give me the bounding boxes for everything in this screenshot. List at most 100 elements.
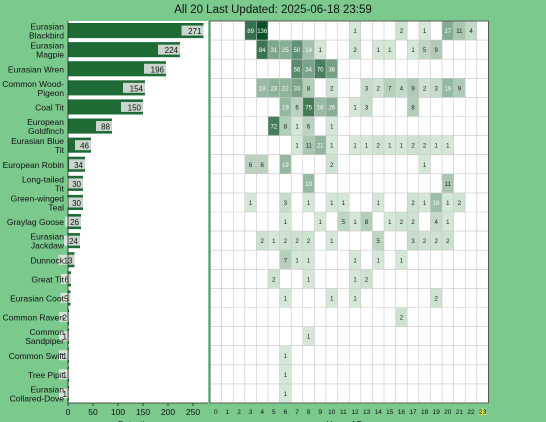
heatmap-cell <box>360 135 373 155</box>
hour-tick-label: 9 <box>318 409 322 416</box>
bar-value-bg <box>144 63 166 74</box>
species-label: Magpie <box>36 50 64 60</box>
heatmap-cell-label: 1 <box>377 48 381 54</box>
heatmap-cell-label: 1 <box>330 239 334 245</box>
species-label: Common Raven <box>3 313 65 323</box>
heatmap-cell <box>349 288 361 308</box>
heatmap-cell <box>326 288 338 308</box>
hour-tick-label: 15 <box>386 409 394 416</box>
heatmap-cell-label: 5 <box>423 48 427 54</box>
bar-value-bg <box>59 369 69 380</box>
heatmap-cell-label: 19 <box>444 86 451 92</box>
heatmap-cell-label: 136 <box>257 29 268 35</box>
heatmap-cell-label: 2 <box>377 86 381 92</box>
heatmap-cell-label: 19 <box>305 182 312 188</box>
heatmap-cell <box>302 40 315 60</box>
heatmap-cell <box>407 40 419 60</box>
heatmap-cell <box>291 231 303 251</box>
heatmap-cell-label: 6 <box>249 163 253 169</box>
heatmap-cell <box>337 212 350 232</box>
heatmap-cell <box>395 212 408 232</box>
heatmap-cell <box>430 135 442 155</box>
heatmap-cell <box>465 21 477 41</box>
species-label: Teal <box>48 202 64 212</box>
heatmap-cell-label: 3 <box>435 86 439 92</box>
heatmap-cell-label: 1 <box>284 220 288 226</box>
heatmap-cell-label: 34 <box>305 67 312 73</box>
heatmap-cell <box>372 231 384 251</box>
heatmap-cell-label: 2 <box>400 29 404 35</box>
heatmap-cell <box>302 326 315 346</box>
heatmap-cell-label: 2 <box>423 239 427 245</box>
heatmap-cell <box>372 78 384 98</box>
heatmap-cell <box>418 231 431 251</box>
heatmap-cell <box>407 192 419 212</box>
heatmap-cell <box>291 250 303 270</box>
heatmap-cell <box>268 78 280 98</box>
hour-tick-label: 18 <box>421 409 429 416</box>
heatmap-cell-label: 1 <box>388 48 392 54</box>
heatmap-cell <box>302 269 315 289</box>
page-title: All 20 Last Updated: 2025-06-18 23:59 <box>174 4 372 16</box>
heatmap-cell-label: 11 <box>305 144 312 150</box>
heatmap-cell-label: 3 <box>411 239 415 245</box>
heatmap-cell-label: 2 <box>330 86 334 92</box>
heatmap-cell-label: 2 <box>423 86 427 92</box>
heatmap-cell <box>384 78 396 98</box>
hour-tick-label: 4 <box>260 409 264 416</box>
heatmap-cell <box>291 40 303 60</box>
heatmap-cell <box>302 97 315 117</box>
heatmap-cell-label: 1 <box>377 258 381 264</box>
heatmap-cell-label: 18 <box>317 105 324 111</box>
heatmap-cell <box>384 40 396 60</box>
heatmap-cell <box>314 97 326 117</box>
species-label: Long-tailed <box>22 174 64 184</box>
species-label: Eurasian Wren <box>8 64 64 74</box>
heatmap-cell <box>279 288 292 308</box>
species-label: Tit <box>55 183 65 193</box>
heatmap-cell <box>302 135 315 155</box>
heatmap-cell <box>407 97 419 117</box>
heatmap-cell <box>349 97 361 117</box>
heatmap-cell <box>418 40 431 60</box>
bar-value-label: 1 <box>63 390 68 399</box>
hour-tick-label: 17 <box>409 409 417 416</box>
heatmap-cell-label: 9 <box>458 86 462 92</box>
heatmap-cell-label: 26 <box>328 105 335 111</box>
heatmap-cell <box>302 192 315 212</box>
heatmap-cell <box>302 78 315 98</box>
heatmap-cell <box>302 59 315 79</box>
heatmap-cell <box>326 59 338 79</box>
heatmap-cell <box>349 212 361 232</box>
heatmap-cell-label: 72 <box>270 125 277 131</box>
heatmap-cell <box>442 135 454 155</box>
hour-tick-label: 19 <box>433 409 441 416</box>
heatmap-cell <box>326 116 338 136</box>
heatmap-cell-label: 2 <box>435 296 439 302</box>
species-label: Eurasian Blue <box>11 136 64 146</box>
heatmap-cell <box>442 21 454 41</box>
heatmap-cell-label: 1 <box>353 296 357 302</box>
heatmap-cell-label: 1 <box>330 296 334 302</box>
species-label: Pigeon <box>38 88 65 98</box>
bar-value-bg <box>67 178 83 189</box>
x-tick-label: 0 <box>66 407 71 417</box>
species-label: Graylag Goose <box>7 217 64 227</box>
heatmap-cell <box>326 154 338 174</box>
heatmap-cell <box>384 212 396 232</box>
heatmap-cell <box>430 212 442 232</box>
heatmap-cell-label: 3 <box>284 201 288 207</box>
heatmap-cell <box>453 192 466 212</box>
species-label: Common Wood- <box>2 79 64 89</box>
heatmap-cell-label: 31 <box>270 48 277 54</box>
heatmap-cell <box>291 135 303 155</box>
heatmap-cell <box>256 40 268 60</box>
bar-value-label: 34 <box>74 161 83 170</box>
bar-value-bg <box>158 44 180 55</box>
heatmap-cell-label: 1 <box>295 258 299 264</box>
species-label: Coal Tit <box>35 102 64 112</box>
hour-tick-label: 23 <box>479 409 487 416</box>
bar-value-bg <box>67 197 83 208</box>
